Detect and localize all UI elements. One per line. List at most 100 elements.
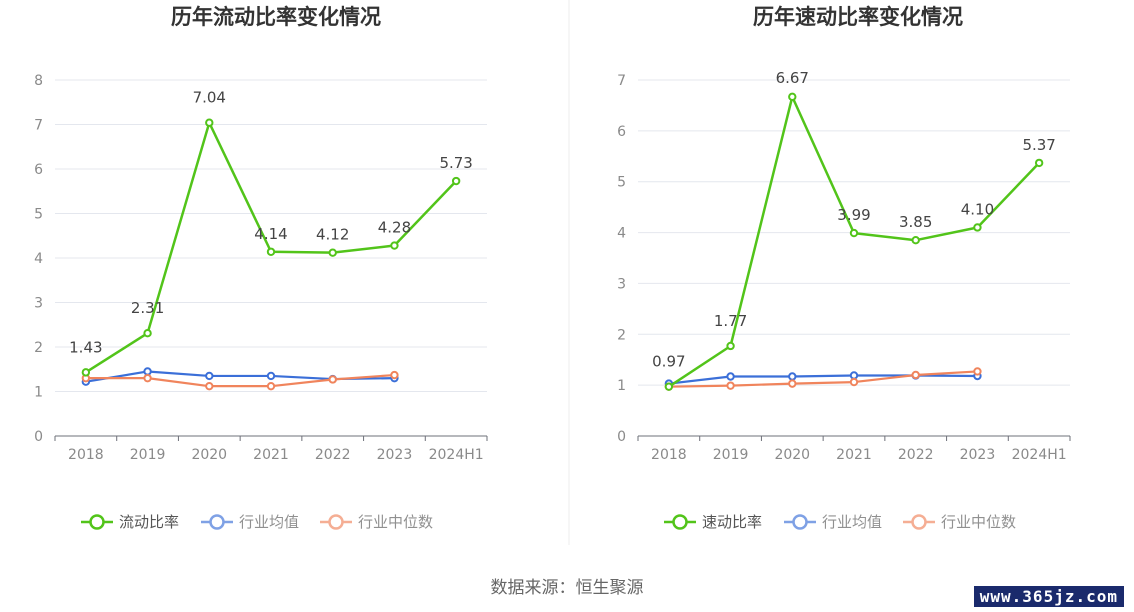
x-tick-label: 2018	[651, 447, 687, 463]
current-ratio-point	[143, 329, 152, 338]
quick-ratio-legend-marker	[672, 514, 688, 530]
industry-median-point	[788, 379, 797, 388]
quick-ratio-line	[668, 95, 1041, 388]
industry-median-legend-marker	[328, 514, 344, 530]
quick-ratio-point	[788, 92, 797, 101]
current-ratio-legend-label: 流动比率	[119, 513, 179, 531]
x-tick-label: 2023	[377, 447, 413, 463]
current-ratio-point	[266, 247, 276, 256]
industry-median-legend-item[interactable]: 行业中位数	[320, 513, 433, 531]
industry-median-point	[328, 375, 337, 384]
industry-mean-point	[266, 371, 276, 381]
industry-mean-legend-item[interactable]: 行业均值	[784, 513, 882, 531]
current-ratio-point	[81, 368, 91, 377]
current-ratio-data-label: 2.31	[131, 299, 164, 317]
x-tick-label: 2024H1	[1012, 447, 1067, 463]
y-tick-label: 1	[34, 385, 43, 401]
x-tick-label: 2020	[191, 447, 227, 463]
quick-ratio-data-label: 4.10	[961, 200, 994, 218]
x-tick-label: 2023	[960, 447, 996, 463]
watermark-badge: www.365jz.com	[973, 586, 1124, 607]
data-source-note: 数据来源：恒生聚源	[490, 578, 644, 598]
industry-mean-point	[143, 367, 152, 376]
y-tick-label: 5	[617, 175, 626, 191]
quick-ratio-point	[849, 228, 859, 238]
y-tick-label: 2	[617, 327, 626, 343]
current-ratio-data-label: 1.43	[69, 338, 102, 356]
industry-median-legend-marker	[911, 514, 927, 530]
industry-mean-line	[85, 370, 395, 383]
y-tick-label: 6	[617, 124, 626, 140]
quick-ratio-data-label: 3.99	[837, 206, 870, 224]
current-ratio-line	[85, 121, 458, 374]
x-tick-label: 2021	[253, 447, 289, 463]
current-ratio-data-label: 4.14	[254, 225, 287, 243]
y-tick-label: 2	[34, 340, 43, 356]
x-tick-label: 2019	[130, 447, 166, 463]
industry-median-point	[726, 381, 735, 390]
x-tick-label: 2021	[836, 447, 872, 463]
current-ratio-point	[390, 241, 399, 250]
current-ratio-point	[205, 118, 214, 127]
y-tick-label: 0	[34, 429, 43, 445]
industry-mean-point	[849, 371, 859, 380]
y-tick-label: 7	[617, 73, 626, 89]
industry-median-point	[911, 370, 920, 380]
current-ratio-data-label: 5.73	[439, 154, 472, 172]
y-tick-label: 7	[34, 118, 43, 134]
y-tick-label: 0	[617, 429, 626, 445]
industry-median-legend-item[interactable]: 行业中位数	[903, 513, 1016, 531]
x-tick-label: 2022	[898, 447, 934, 463]
x-tick-label: 2024H1	[429, 447, 484, 463]
x-tick-label: 2019	[713, 447, 749, 463]
industry-median-point	[849, 377, 859, 387]
industry-mean-point	[205, 371, 214, 381]
industry-mean-legend-marker	[792, 514, 808, 530]
current-ratio-data-label: 4.12	[316, 226, 349, 244]
quick-ratio-data-label: 1.77	[714, 312, 747, 330]
current-ratio-data-label: 7.04	[193, 89, 226, 107]
industry-median-legend-label: 行业中位数	[941, 513, 1016, 531]
current-ratio-data-label: 4.28	[378, 219, 411, 237]
x-tick-label: 2020	[774, 447, 810, 463]
industry-median-point	[973, 367, 982, 376]
quick-ratio-point	[973, 223, 982, 232]
quick-ratio-legend-label: 速动比率	[702, 513, 762, 531]
industry-mean-legend-marker	[209, 514, 225, 530]
y-tick-label: 4	[617, 226, 626, 242]
y-tick-label: 8	[34, 73, 43, 89]
quick-ratio-point	[1034, 158, 1044, 168]
quick-ratio-point	[911, 236, 920, 245]
y-tick-label: 3	[617, 276, 626, 292]
x-tick-label: 2018	[68, 447, 104, 463]
industry-median-line	[85, 373, 395, 388]
industry-mean-point	[726, 372, 735, 381]
quick-ratio-point	[726, 341, 735, 351]
quick-ratio-data-label: 5.37	[1022, 136, 1055, 154]
y-tick-label: 6	[34, 162, 43, 178]
y-tick-label: 1	[617, 378, 626, 394]
industry-mean-legend-label: 行业均值	[822, 513, 882, 531]
x-tick-label: 2022	[315, 447, 351, 463]
industry-mean-line	[668, 374, 978, 385]
current-ratio-point	[451, 176, 461, 186]
quick-ratio-data-label: 0.97	[652, 353, 685, 371]
y-tick-label: 3	[34, 296, 43, 312]
quick-ratio-legend-item[interactable]: 速动比率	[664, 513, 762, 531]
current-ratio-legend-item[interactable]: 流动比率	[81, 513, 179, 531]
industry-median-point	[266, 381, 276, 391]
industry-median-legend-label: 行业中位数	[358, 513, 433, 531]
quick-ratio-data-label: 6.67	[776, 69, 809, 87]
industry-median-line	[668, 370, 978, 388]
chart-title: 历年流动比率变化情况	[171, 5, 381, 29]
industry-mean-point	[788, 372, 797, 381]
current-ratio-chart: 历年流动比率变化情况 0 1 2 3 4 5 6 7 8 2018 2019 2020 2021 2022 2…	[34, 5, 488, 531]
quick-ratio-data-label: 3.85	[899, 213, 932, 231]
industry-mean-legend-item[interactable]: 行业均值	[201, 513, 299, 531]
industry-median-point	[205, 381, 214, 391]
current-ratio-legend-marker	[89, 514, 105, 530]
current-ratio-point	[328, 248, 337, 257]
y-tick-label: 4	[34, 251, 43, 267]
industry-median-point	[143, 373, 152, 383]
